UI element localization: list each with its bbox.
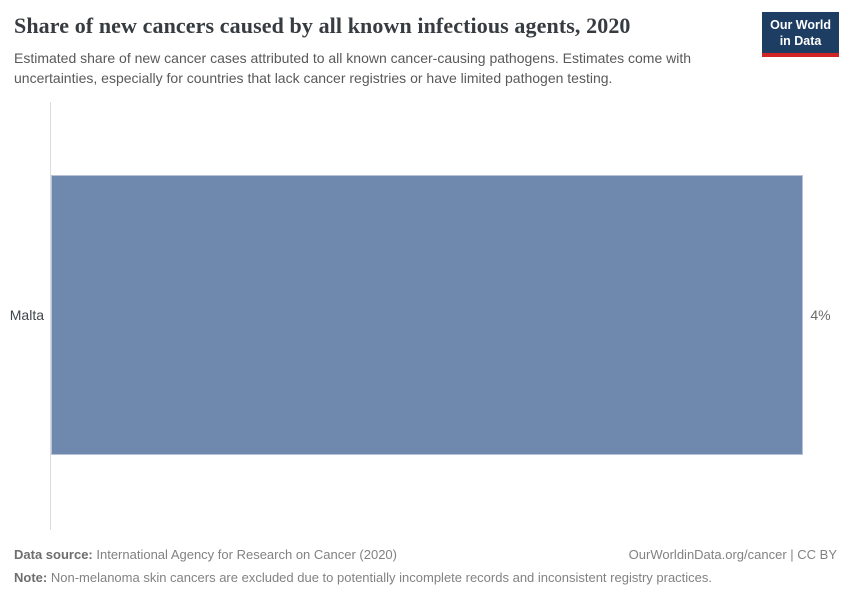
bar-row: 4% (51, 175, 841, 455)
chart-footer: Data source: International Agency for Re… (14, 547, 837, 587)
page-title: Share of new cancers caused by all known… (14, 13, 631, 38)
owid-logo[interactable]: Our World in Data (762, 12, 839, 57)
data-source-label: Data source: (14, 547, 93, 562)
y-axis-line (50, 102, 51, 530)
plot-area: 4% (50, 102, 841, 530)
data-source-value: International Agency for Research on Can… (96, 547, 397, 562)
bar-malta[interactable] (51, 175, 804, 455)
value-label: 4% (810, 307, 831, 323)
owid-logo-line2: in Data (779, 34, 822, 48)
note-line: Note: Non-melanoma skin cancers are excl… (14, 570, 837, 587)
note-label: Note: (14, 569, 48, 585)
attribution-link[interactable]: OurWorldinData.org/cancer | CC BY (628, 547, 837, 562)
chart-subtitle: Estimated share of new cancer cases attr… (14, 50, 692, 86)
entity-label: Malta (9, 307, 44, 323)
owid-logo-line1: Our World (770, 18, 831, 32)
note-value: Non-melanoma skin cancers are excluded d… (50, 569, 713, 585)
data-source-line: Data source: International Agency for Re… (14, 547, 397, 564)
